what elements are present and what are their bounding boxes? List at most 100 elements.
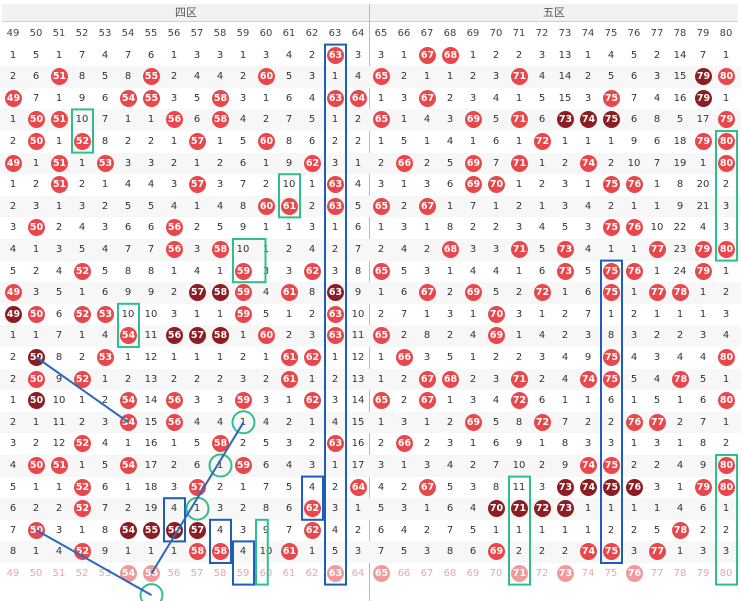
drawn-number: 80 (718, 133, 735, 150)
miss-count: 5 (469, 524, 477, 536)
miss-count: 5 (78, 244, 86, 255)
miss-count: 2 (676, 330, 684, 342)
miss-count: 1 (607, 136, 615, 147)
miss-count: 19 (673, 157, 687, 169)
drawn-number: 59 (235, 457, 252, 474)
miss-count: 1 (55, 481, 63, 493)
miss-count: 2 (561, 546, 569, 558)
miss-count: 3 (101, 416, 109, 428)
miss-count: 3 (193, 49, 201, 61)
miss-count: 2 (78, 352, 86, 363)
miss-count: 3 (308, 460, 316, 471)
miss-count: 2 (469, 460, 477, 471)
column-number: 55 (144, 28, 158, 39)
drawn-number: 76 (626, 413, 643, 431)
drawn-number: 55 (143, 521, 160, 539)
row-band (0, 66, 741, 88)
miss-count: 1 (515, 179, 523, 191)
miss-count: 7 (285, 524, 293, 536)
drawn-number: 50 (28, 370, 45, 388)
drawn-number: 65 (373, 565, 390, 582)
miss-count: 5 (630, 49, 638, 61)
miss-count: 2 (699, 524, 707, 536)
miss-count: 3 (216, 49, 224, 61)
column-number: 72 (535, 28, 549, 39)
miss-count: 9 (354, 287, 362, 299)
miss-count: 1 (699, 157, 707, 169)
miss-count: 2 (9, 416, 17, 428)
miss-count: 10 (627, 157, 641, 169)
miss-count: 1 (423, 503, 431, 515)
miss-count: 10 (650, 222, 664, 234)
miss-count: 1 (400, 179, 408, 191)
miss-count: 3 (722, 200, 730, 212)
miss-count: 14 (558, 71, 572, 83)
miss-count: 1 (9, 49, 17, 61)
miss-count: 2 (101, 395, 109, 407)
miss-count: 2 (78, 179, 86, 191)
miss-count: 3 (101, 222, 109, 234)
drawn-number: 79 (695, 89, 712, 107)
miss-count: 1 (239, 416, 247, 428)
miss-count: 2 (492, 222, 500, 234)
miss-count: 1 (170, 546, 178, 558)
miss-count: 4 (147, 179, 155, 191)
drawn-number: 62 (304, 521, 321, 539)
miss-count: 1 (170, 352, 178, 363)
miss-count: 2 (331, 136, 339, 147)
miss-count: 3 (653, 438, 661, 450)
miss-count: 7 (400, 308, 408, 320)
miss-count: 1 (469, 352, 477, 363)
miss-count: 2 (400, 481, 408, 493)
miss-count: 8 (446, 546, 454, 558)
miss-count: 4 (170, 200, 178, 212)
miss-count: 1 (262, 157, 270, 169)
drawn-number: 78 (672, 284, 689, 302)
miss-count: 13 (351, 373, 365, 385)
miss-count: 1 (423, 71, 431, 83)
miss-count: 4 (55, 265, 63, 277)
miss-count: 1 (308, 373, 316, 385)
miss-count: 6 (101, 481, 109, 493)
drawn-number: 73 (557, 478, 574, 496)
miss-count: 4 (446, 136, 454, 147)
miss-count: 5 (285, 481, 293, 493)
miss-count: 11 (144, 330, 158, 342)
drawn-number: 56 (166, 413, 183, 431)
miss-count: 4 (262, 416, 270, 428)
column-number: 59 (236, 28, 250, 39)
miss-count: 3 (584, 222, 592, 234)
miss-count: 2 (515, 200, 523, 212)
miss-count: 6 (653, 136, 661, 147)
miss-count: 1 (285, 308, 293, 320)
miss-count: 2 (262, 114, 270, 126)
miss-count: 9 (55, 373, 63, 385)
column-number: 74 (581, 28, 595, 39)
miss-count: 1 (124, 546, 132, 558)
drawn-number: 79 (695, 68, 712, 86)
miss-count: 1 (584, 524, 592, 536)
miss-count: 2 (170, 287, 178, 299)
miss-count: 7 (469, 200, 477, 212)
footer-number: 49 (6, 568, 20, 579)
miss-count: 6 (193, 460, 201, 471)
miss-count: 4 (216, 524, 224, 536)
miss-count: 5 (55, 287, 63, 299)
drawn-number: 60 (258, 197, 275, 215)
miss-count: 9 (78, 92, 86, 104)
miss-count: 4 (331, 524, 339, 536)
miss-count: 18 (144, 481, 158, 493)
drawn-number: 52 (74, 133, 91, 150)
miss-count: 12 (52, 438, 66, 450)
miss-count: 5 (262, 438, 270, 450)
drawn-number: 67 (419, 46, 436, 64)
miss-count: 1 (55, 49, 63, 61)
miss-count: 4 (9, 460, 17, 471)
footer-number: 75 (604, 568, 618, 579)
miss-count: 6 (538, 114, 546, 126)
miss-count: 4 (676, 352, 684, 363)
miss-count: 5 (630, 373, 638, 385)
miss-count: 2 (722, 438, 730, 450)
miss-count: 1 (308, 416, 316, 428)
drawn-number: 49 (5, 89, 22, 107)
